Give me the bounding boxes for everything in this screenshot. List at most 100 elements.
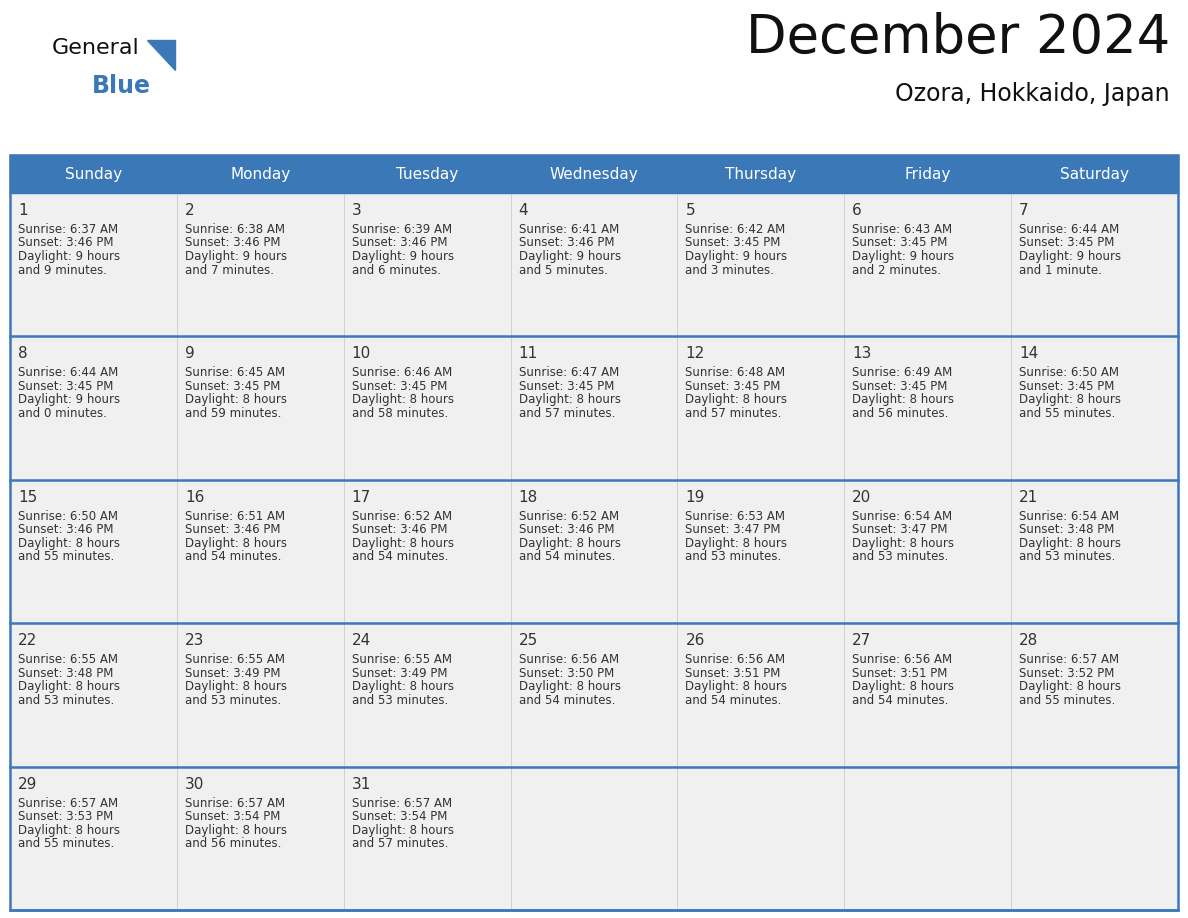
Text: Sunset: 3:45 PM: Sunset: 3:45 PM <box>352 380 447 393</box>
Text: Daylight: 8 hours: Daylight: 8 hours <box>1019 394 1121 407</box>
Text: and 55 minutes.: and 55 minutes. <box>18 550 114 564</box>
Text: Sunset: 3:46 PM: Sunset: 3:46 PM <box>519 237 614 250</box>
Text: Friday: Friday <box>904 166 950 182</box>
Text: Sunrise: 6:55 AM: Sunrise: 6:55 AM <box>185 654 285 666</box>
Text: 6: 6 <box>852 203 862 218</box>
Text: 4: 4 <box>519 203 529 218</box>
Text: and 54 minutes.: and 54 minutes. <box>519 694 615 707</box>
Text: Daylight: 8 hours: Daylight: 8 hours <box>1019 680 1121 693</box>
Text: Daylight: 9 hours: Daylight: 9 hours <box>185 250 287 263</box>
Text: Sunset: 3:45 PM: Sunset: 3:45 PM <box>852 237 948 250</box>
Text: Sunrise: 6:41 AM: Sunrise: 6:41 AM <box>519 223 619 236</box>
Text: Sunset: 3:49 PM: Sunset: 3:49 PM <box>185 666 280 679</box>
Text: Daylight: 9 hours: Daylight: 9 hours <box>352 250 454 263</box>
Text: and 55 minutes.: and 55 minutes. <box>1019 694 1116 707</box>
Text: and 56 minutes.: and 56 minutes. <box>185 837 282 850</box>
Text: Sunset: 3:47 PM: Sunset: 3:47 PM <box>685 523 781 536</box>
Text: Daylight: 8 hours: Daylight: 8 hours <box>185 537 286 550</box>
Text: 5: 5 <box>685 203 695 218</box>
Text: Daylight: 9 hours: Daylight: 9 hours <box>519 250 620 263</box>
Text: 22: 22 <box>18 633 37 648</box>
Text: and 58 minutes.: and 58 minutes. <box>352 407 448 420</box>
Text: Daylight: 8 hours: Daylight: 8 hours <box>18 537 120 550</box>
Text: Sunrise: 6:39 AM: Sunrise: 6:39 AM <box>352 223 451 236</box>
Text: Sunset: 3:47 PM: Sunset: 3:47 PM <box>852 523 948 536</box>
Text: Sunset: 3:46 PM: Sunset: 3:46 PM <box>185 237 280 250</box>
Text: Sunrise: 6:55 AM: Sunrise: 6:55 AM <box>18 654 118 666</box>
Text: 10: 10 <box>352 346 371 362</box>
Text: 7: 7 <box>1019 203 1029 218</box>
Bar <box>10 155 1178 910</box>
Text: December 2024: December 2024 <box>746 12 1170 64</box>
Text: Daylight: 9 hours: Daylight: 9 hours <box>1019 250 1121 263</box>
Text: Sunset: 3:46 PM: Sunset: 3:46 PM <box>18 523 114 536</box>
Text: Sunset: 3:51 PM: Sunset: 3:51 PM <box>685 666 781 679</box>
Text: and 53 minutes.: and 53 minutes. <box>852 550 948 564</box>
Text: Daylight: 8 hours: Daylight: 8 hours <box>519 394 620 407</box>
Text: Sunset: 3:45 PM: Sunset: 3:45 PM <box>1019 237 1114 250</box>
Text: and 55 minutes.: and 55 minutes. <box>18 837 114 850</box>
Text: Sunset: 3:46 PM: Sunset: 3:46 PM <box>18 237 114 250</box>
Text: 11: 11 <box>519 346 538 362</box>
Text: Daylight: 8 hours: Daylight: 8 hours <box>352 537 454 550</box>
Text: Sunrise: 6:45 AM: Sunrise: 6:45 AM <box>185 366 285 379</box>
Text: and 9 minutes.: and 9 minutes. <box>18 263 107 276</box>
Text: Sunrise: 6:43 AM: Sunrise: 6:43 AM <box>852 223 953 236</box>
Text: 2: 2 <box>185 203 195 218</box>
Text: and 6 minutes.: and 6 minutes. <box>352 263 441 276</box>
Text: and 5 minutes.: and 5 minutes. <box>519 263 607 276</box>
Text: 28: 28 <box>1019 633 1038 648</box>
Text: Daylight: 8 hours: Daylight: 8 hours <box>852 680 954 693</box>
Text: and 59 minutes.: and 59 minutes. <box>185 407 282 420</box>
Text: Daylight: 8 hours: Daylight: 8 hours <box>18 823 120 836</box>
Text: Daylight: 8 hours: Daylight: 8 hours <box>519 680 620 693</box>
Text: Sunset: 3:46 PM: Sunset: 3:46 PM <box>352 237 447 250</box>
Text: and 53 minutes.: and 53 minutes. <box>18 694 114 707</box>
Text: Sunrise: 6:46 AM: Sunrise: 6:46 AM <box>352 366 451 379</box>
Text: Daylight: 8 hours: Daylight: 8 hours <box>685 394 788 407</box>
Text: Sunset: 3:45 PM: Sunset: 3:45 PM <box>852 380 948 393</box>
Text: 24: 24 <box>352 633 371 648</box>
Text: Sunrise: 6:38 AM: Sunrise: 6:38 AM <box>185 223 285 236</box>
Text: and 54 minutes.: and 54 minutes. <box>519 550 615 564</box>
Text: Sunrise: 6:49 AM: Sunrise: 6:49 AM <box>852 366 953 379</box>
Text: 29: 29 <box>18 777 37 791</box>
Text: Sunrise: 6:50 AM: Sunrise: 6:50 AM <box>18 509 118 522</box>
Text: Sunday: Sunday <box>65 166 122 182</box>
Text: Sunset: 3:50 PM: Sunset: 3:50 PM <box>519 666 614 679</box>
Text: and 57 minutes.: and 57 minutes. <box>685 407 782 420</box>
Text: and 57 minutes.: and 57 minutes. <box>519 407 615 420</box>
Text: 20: 20 <box>852 490 872 505</box>
Text: 1: 1 <box>18 203 27 218</box>
Text: Sunrise: 6:44 AM: Sunrise: 6:44 AM <box>1019 223 1119 236</box>
Text: Sunrise: 6:50 AM: Sunrise: 6:50 AM <box>1019 366 1119 379</box>
Text: and 53 minutes.: and 53 minutes. <box>685 550 782 564</box>
Text: Sunrise: 6:56 AM: Sunrise: 6:56 AM <box>852 654 953 666</box>
Text: Sunrise: 6:54 AM: Sunrise: 6:54 AM <box>1019 509 1119 522</box>
Text: Daylight: 8 hours: Daylight: 8 hours <box>685 680 788 693</box>
Text: Daylight: 8 hours: Daylight: 8 hours <box>519 537 620 550</box>
Text: Daylight: 9 hours: Daylight: 9 hours <box>685 250 788 263</box>
Text: and 2 minutes.: and 2 minutes. <box>852 263 941 276</box>
Text: Daylight: 8 hours: Daylight: 8 hours <box>1019 537 1121 550</box>
Text: Sunset: 3:45 PM: Sunset: 3:45 PM <box>1019 380 1114 393</box>
Text: Monday: Monday <box>230 166 290 182</box>
Text: Sunrise: 6:57 AM: Sunrise: 6:57 AM <box>18 797 118 810</box>
Text: Sunset: 3:51 PM: Sunset: 3:51 PM <box>852 666 948 679</box>
Text: and 56 minutes.: and 56 minutes. <box>852 407 949 420</box>
Text: and 57 minutes.: and 57 minutes. <box>352 837 448 850</box>
Text: Wednesday: Wednesday <box>550 166 638 182</box>
Text: Sunset: 3:54 PM: Sunset: 3:54 PM <box>352 810 447 823</box>
Text: 25: 25 <box>519 633 538 648</box>
Text: and 54 minutes.: and 54 minutes. <box>852 694 949 707</box>
Text: Sunrise: 6:57 AM: Sunrise: 6:57 AM <box>352 797 451 810</box>
Text: 30: 30 <box>185 777 204 791</box>
Text: Daylight: 8 hours: Daylight: 8 hours <box>685 537 788 550</box>
Text: Sunset: 3:53 PM: Sunset: 3:53 PM <box>18 810 113 823</box>
Text: and 0 minutes.: and 0 minutes. <box>18 407 107 420</box>
Text: and 53 minutes.: and 53 minutes. <box>352 694 448 707</box>
Text: Daylight: 9 hours: Daylight: 9 hours <box>18 394 120 407</box>
Text: Sunrise: 6:47 AM: Sunrise: 6:47 AM <box>519 366 619 379</box>
Text: Sunrise: 6:57 AM: Sunrise: 6:57 AM <box>1019 654 1119 666</box>
Text: Sunrise: 6:42 AM: Sunrise: 6:42 AM <box>685 223 785 236</box>
